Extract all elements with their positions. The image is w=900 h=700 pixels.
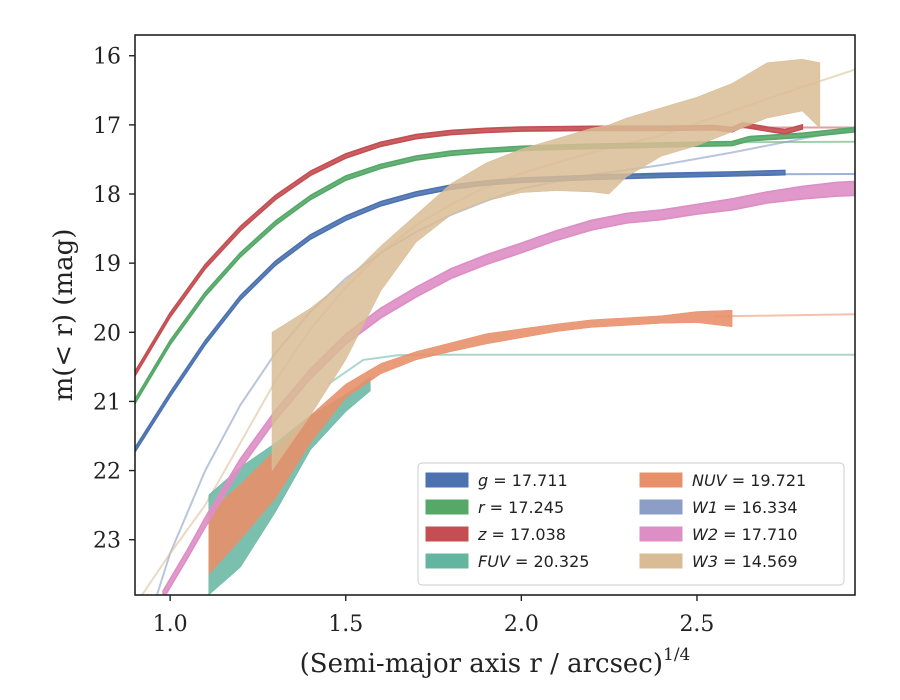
legend-label-g: g = 17.711	[478, 471, 568, 490]
y-tick-label: 18	[93, 183, 121, 208]
legend-swatch-w1	[639, 499, 683, 515]
legend-swatch-nuv	[639, 472, 683, 488]
y-tick-label: 22	[93, 460, 121, 485]
x-tick-label: 2.5	[679, 612, 714, 637]
series-band-g	[135, 169, 786, 454]
series-band-nuv	[208, 309, 733, 575]
legend-swatch-r	[425, 499, 469, 515]
model-curve-nuv	[714, 313, 855, 318]
y-tick-label: 20	[93, 321, 121, 346]
legend-label-z: z = 17.038	[477, 525, 566, 544]
model-curve-fuv	[327, 353, 855, 385]
legend-swatch-w3	[639, 553, 683, 569]
legend-label-r: r = 17.245	[478, 498, 564, 517]
x-tick-label: 1.5	[328, 612, 363, 637]
x-tick-label: 2.0	[504, 612, 539, 637]
legend-label-fuv: FUV = 20.325	[478, 552, 589, 571]
legend-label-w3: W3 = 14.569	[692, 552, 798, 571]
y-tick-label: 17	[93, 114, 121, 139]
x-tick-label: 1.0	[153, 612, 188, 637]
series-band-z	[135, 121, 804, 378]
legend-swatch-w2	[639, 526, 683, 542]
series-band-r	[135, 126, 855, 406]
legend-label-w2: W2 = 17.710	[692, 525, 798, 544]
legend-label-nuv: NUV = 19.721	[692, 471, 806, 490]
legend-swatch-fuv	[425, 553, 469, 569]
data-bands	[135, 58, 855, 595]
y-tick-label: 23	[93, 529, 121, 554]
x-axis-label-text: (Semi-major axis r / arcsec)	[300, 649, 663, 679]
x-axis-label-superscript: 1/4	[663, 645, 690, 665]
y-axis-label: m(< r) (mag)	[49, 229, 79, 402]
legend-swatch-z	[425, 526, 469, 542]
legend-swatch-g	[425, 472, 469, 488]
legend: g = 17.711 r = 17.245 z = 17.038 FUV = 20.3…	[417, 462, 845, 586]
y-tick-label: 21	[93, 390, 121, 415]
legend-label-w1: W1 = 16.334	[692, 498, 798, 517]
y-tick-label: 19	[93, 252, 121, 277]
x-axis-ticks: 1.0 1.5 2.0 2.5	[153, 595, 714, 637]
x-axis-label: (Semi-major axis r / arcsec)1/4	[300, 645, 691, 679]
legend-box	[417, 462, 845, 586]
series-band-w3	[271, 58, 821, 472]
y-axis-ticks: 16 17 18 19 20 21 22 23	[93, 45, 135, 554]
plot-frame	[134, 34, 856, 596]
y-tick-label: 16	[93, 45, 121, 70]
